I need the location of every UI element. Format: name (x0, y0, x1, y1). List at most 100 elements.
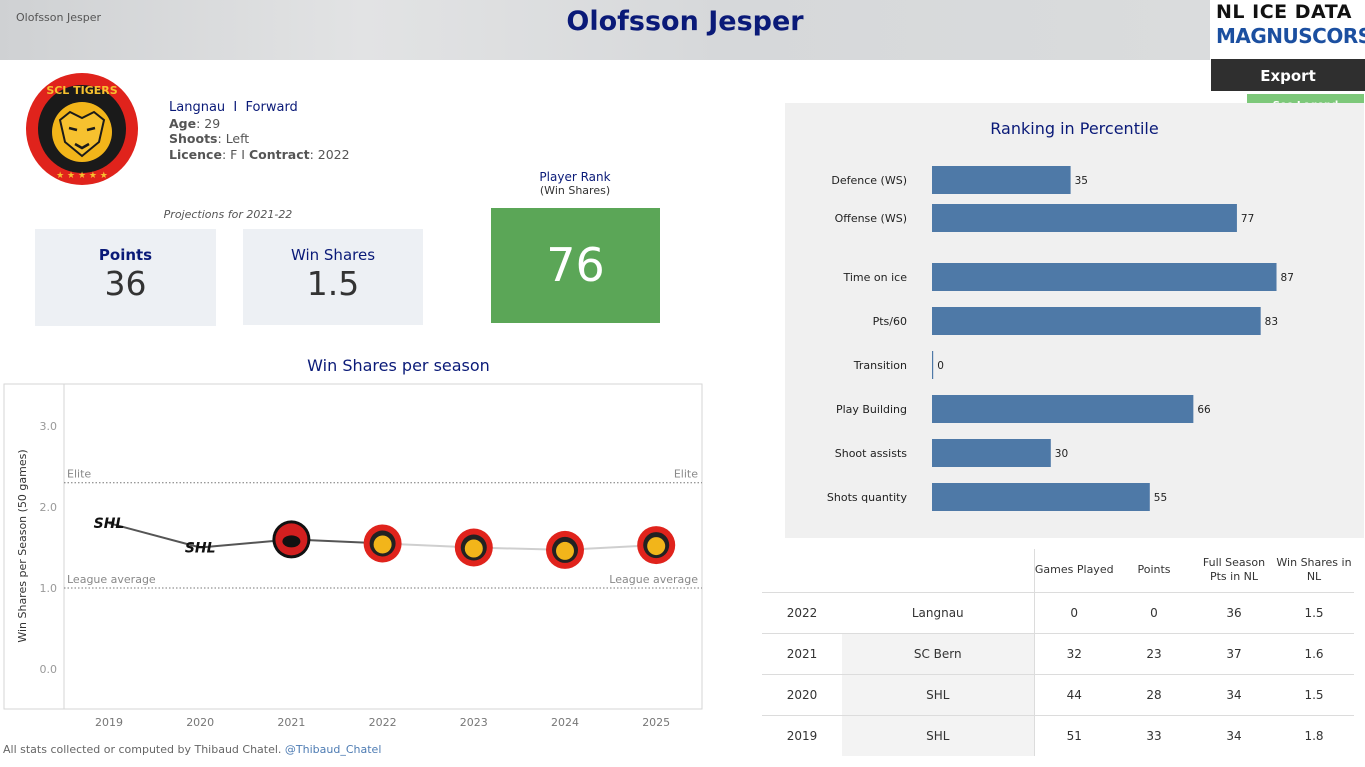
team-separator: I (233, 100, 238, 115)
brand-line-2: MAGNUSCORSI (1216, 24, 1365, 48)
projections-caption: Projections for 2021-22 (163, 208, 293, 221)
player-age: Age: 29 (169, 115, 221, 131)
cell-full-season-pts: 34 (1194, 714, 1274, 756)
y-tick-label: 0.0 (40, 663, 58, 676)
ranking-value: 83 (1265, 316, 1278, 328)
points-value: 36 (104, 264, 147, 303)
tab-name: Olofsson Jesper (16, 11, 101, 24)
player-rank-value: 76 (491, 208, 660, 323)
x-tick-label: 2021 (277, 716, 305, 729)
x-tick-label: 2020 (186, 716, 214, 729)
cell-win-shares: 1.5 (1274, 591, 1354, 633)
cell-year: 2020 (762, 673, 842, 715)
y-tick-label: 3.0 (40, 420, 58, 433)
player-shoots: Shoots: Left (169, 131, 250, 146)
reference-label-left: Elite (67, 468, 91, 481)
ranking-bar (932, 351, 934, 379)
header-full-season: Full Season Pts in NL (1202, 556, 1266, 584)
ranking-bar (932, 166, 1071, 194)
header-year (762, 549, 842, 592)
twitter-handle-link[interactable]: @Thibaud_Chatel (284, 743, 382, 756)
cell-year: 2022 (762, 591, 842, 633)
ranking-value: 35 (1075, 175, 1088, 187)
cell-win-shares: 1.8 (1274, 714, 1354, 756)
cell-team: Langnau (842, 591, 1034, 633)
y-tick-label: 1.0 (40, 582, 58, 595)
svg-text:★ ★ ★ ★ ★: ★ ★ ★ ★ ★ (56, 171, 108, 181)
ranking-label: Shots quantity (827, 491, 908, 504)
page-title: Olofsson Jesper (566, 6, 804, 37)
header-win-shares: Win Shares in NL (1276, 556, 1352, 584)
ranking-bar (932, 263, 1277, 291)
ranking-value: 87 (1281, 272, 1294, 284)
export-button[interactable]: Export (1211, 59, 1365, 91)
points-card: Points 36 (35, 229, 216, 326)
player-licence: Licence: F I Contract: 2022 (169, 146, 350, 162)
x-tick-label: 2019 (95, 716, 123, 729)
ranking-label: Offense (WS) (835, 212, 907, 225)
cell-team: SHL (842, 714, 1034, 756)
win-shares-value: 1.5 (306, 264, 360, 303)
ranking-bar (932, 439, 1051, 467)
win-shares-card: Win Shares 1.5 (243, 229, 423, 325)
ranking-label: Time on ice (843, 271, 908, 284)
chart-title: Win Shares per season (307, 356, 490, 375)
cell-year: 2019 (762, 714, 842, 756)
ranking-title: Ranking in Percentile (990, 119, 1159, 138)
ranking-label: Shoot assists (835, 447, 908, 460)
header-banner (0, 0, 1210, 60)
ranking-bar (932, 483, 1150, 511)
player-team-line: Langnau I Forward (169, 100, 350, 116)
ranking-bar (932, 395, 1194, 423)
cell-games-played: 0 (1033, 591, 1114, 633)
table-row: 2020 SHL 44 28 34 1.5 (762, 673, 1354, 715)
reference-label-left: League average (67, 573, 156, 586)
cell-full-season-pts: 36 (1194, 591, 1274, 633)
team-logo: SCL TIGERS ★ ★ ★ ★ ★ (26, 73, 138, 185)
ranking-label: Defence (WS) (831, 174, 907, 187)
header-points: Points (1137, 563, 1171, 577)
footer-text: All stats collected or computed by Thiba… (3, 743, 282, 756)
x-tick-label: 2025 (642, 716, 670, 729)
cell-win-shares: 1.6 (1274, 632, 1354, 674)
chart-frame (3, 383, 703, 710)
cell-full-season-pts: 37 (1194, 632, 1274, 674)
cell-full-season-pts: 34 (1194, 673, 1274, 715)
table-header-row: Games Played Points Full Season Pts in N… (762, 549, 1354, 592)
ranking-value: 0 (937, 360, 944, 372)
reference-label-right: Elite (674, 468, 698, 481)
cell-games-played: 44 (1033, 673, 1114, 715)
player-rank-sub: (Win Shares) (539, 184, 611, 197)
header-games-played: Games Played (1033, 549, 1114, 592)
data-point-shl: SHL (94, 516, 125, 532)
player-position: Forward (245, 100, 298, 115)
ranking-label: Transition (853, 359, 907, 372)
y-tick-label: 2.0 (40, 501, 58, 514)
player-rank-label: Player Rank (539, 170, 611, 184)
cell-points: 33 (1114, 714, 1194, 756)
brand-logo (1212, 0, 1365, 58)
ranking-value: 66 (1197, 404, 1211, 416)
table-row: 2019 SHL 51 33 34 1.8 (762, 714, 1354, 756)
ranking-label: Play Building (836, 403, 907, 416)
data-point-shl: SHL (185, 541, 216, 557)
cell-team: SC Bern (842, 632, 1034, 674)
y-axis-label: Win Shares per Season (50 games) (16, 449, 29, 642)
cell-points: 23 (1114, 632, 1194, 674)
stats-table: Games Played Points Full Season Pts in N… (762, 549, 1354, 756)
x-tick-label: 2022 (369, 716, 397, 729)
x-tick-label: 2023 (460, 716, 488, 729)
player-info: Langnau I Forward Age: 29 Shoots: Left L… (169, 100, 350, 162)
player-rank-caption: Player Rank (Win Shares) (490, 170, 660, 198)
header-team (842, 549, 1034, 592)
points-label: Points (98, 246, 153, 264)
ranking-label: Pts/60 (873, 315, 907, 328)
table-row: 2021 SC Bern 32 23 37 1.6 (762, 632, 1354, 674)
win-shares-chart: 3.0 2.0 1.0 0.0 2019 2020 2021 2022 2023 2024 2025… (3, 383, 703, 729)
cell-games-played: 51 (1033, 714, 1114, 756)
cell-win-shares: 1.5 (1274, 673, 1354, 715)
series-line-segment (108, 522, 201, 549)
x-tick-label: 2024 (551, 716, 579, 729)
cell-year: 2021 (762, 632, 842, 674)
player-team: Langnau (169, 100, 226, 115)
